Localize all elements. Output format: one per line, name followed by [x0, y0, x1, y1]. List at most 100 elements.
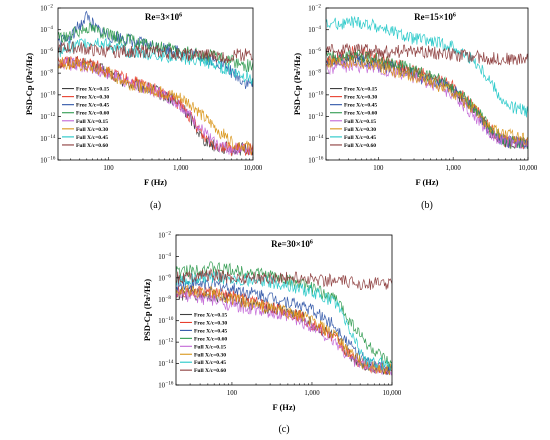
- y-tick-label: 10: [40, 71, 47, 78]
- series-group: [326, 15, 528, 150]
- y-tick-exponent: −6: [316, 48, 322, 53]
- series-line-8: [176, 267, 392, 290]
- y-tick-exponent: −12: [48, 113, 56, 118]
- legend-label: Free X/c=0.60: [344, 111, 377, 117]
- legend-label: Free X/c=0.45: [344, 103, 377, 109]
- panel-label: (a): [150, 200, 161, 211]
- y-tick-label: 10: [40, 114, 47, 121]
- series-line-7: [58, 37, 253, 86]
- y-axis-label: PSD-Cp (Pa²/Hz): [24, 53, 34, 115]
- legend-label: Full X/c=0.30: [194, 352, 226, 358]
- panel-label: (b): [421, 200, 433, 211]
- legend-label: Free X/c=0.30: [344, 95, 377, 101]
- series-line-7: [326, 15, 528, 118]
- y-tick-label: 10: [40, 49, 47, 56]
- y-tick-exponent: −14: [166, 360, 174, 365]
- chart-title: Re=15×106: [414, 12, 456, 22]
- x-tick-label: 100: [227, 390, 238, 397]
- y-tick-exponent: −8: [316, 70, 322, 75]
- y-tick-label: 10: [308, 114, 315, 121]
- x-tick-label: 10,000: [244, 165, 263, 172]
- y-tick-label: 10: [158, 318, 165, 325]
- legend-label: Full X/c=0.45: [344, 135, 376, 141]
- x-tick-label: 1,000: [304, 390, 320, 397]
- y-tick-label: 10: [308, 136, 315, 143]
- y-tick-label: 10: [40, 92, 47, 99]
- y-tick-label: 10: [158, 340, 165, 347]
- y-tick-exponent: −16: [48, 157, 56, 162]
- legend-label: Full X/c=0.30: [344, 127, 376, 133]
- x-axis-label: F (Hz): [415, 177, 438, 187]
- x-tick-label: 100: [373, 165, 384, 172]
- y-tick-label: 10: [308, 6, 315, 13]
- y-tick-label: 10: [158, 383, 165, 390]
- legend-label: Full X/c=0.15: [194, 344, 226, 350]
- series-line-6: [58, 57, 253, 156]
- legend-label: Free X/c=0.45: [76, 103, 109, 109]
- legend-label: Free X/c=0.15: [76, 87, 109, 93]
- y-tick-exponent: −10: [166, 317, 174, 322]
- y-tick-label: 10: [40, 27, 47, 34]
- legend: Free X/c=0.15 Free X/c=0.30 Free X/c=0.45 F…: [330, 87, 377, 149]
- series-line-7: [176, 270, 392, 372]
- legend-label: Full X/c=0.60: [76, 143, 108, 149]
- legend-label: Full X/c=0.30: [76, 127, 108, 133]
- y-tick-exponent: −6: [166, 274, 172, 279]
- y-tick-exponent: −10: [316, 91, 324, 96]
- series-line-6: [326, 56, 528, 145]
- y-tick-exponent: −2: [316, 5, 322, 10]
- legend-label: Full X/c=0.60: [194, 368, 226, 374]
- x-axis-label: F (Hz): [144, 177, 167, 187]
- y-tick-label: 10: [158, 275, 165, 282]
- y-tick-exponent: −4: [166, 253, 172, 258]
- plot-frame: [325, 7, 529, 161]
- y-tick-exponent: −12: [316, 113, 324, 118]
- series-line-5: [326, 59, 528, 150]
- y-tick-label: 10: [158, 361, 165, 368]
- y-tick-exponent: −2: [48, 5, 54, 10]
- y-tick-exponent: −2: [166, 232, 172, 237]
- y-tick-exponent: −16: [166, 382, 174, 387]
- y-tick-exponent: −6: [48, 48, 54, 53]
- legend-label: Free X/c=0.15: [194, 313, 227, 319]
- y-tick-exponent: −8: [166, 296, 172, 301]
- panel-label: (c): [278, 424, 289, 435]
- series-line-2: [58, 56, 253, 157]
- y-tick-exponent: −4: [316, 26, 322, 31]
- y-tick-label: 10: [308, 158, 315, 165]
- series-line-8: [326, 43, 528, 66]
- legend-label: Full X/c=0.45: [194, 360, 226, 366]
- x-tick-label: 1,000: [173, 165, 189, 172]
- legend-label: Free X/c=0.60: [76, 111, 109, 117]
- x-tick-label: 10,000: [519, 165, 538, 172]
- chart-title: Re=3×106: [145, 12, 182, 22]
- y-tick-label: 10: [158, 297, 165, 304]
- legend-label: Full X/c=0.45: [76, 135, 108, 141]
- legend-label: Free X/c=0.30: [194, 320, 227, 326]
- plot-frame: [175, 234, 393, 386]
- y-tick-exponent: −14: [316, 135, 324, 140]
- x-axis-label: F (Hz): [272, 402, 295, 412]
- chart-title: Re=30×106: [271, 239, 313, 249]
- legend-label: Full X/c=0.15: [76, 119, 108, 125]
- y-tick-label: 10: [308, 92, 315, 99]
- y-axis-label: PSD-Cp (Pa²/Hz): [292, 53, 302, 115]
- legend-label: Free X/c=0.15: [344, 87, 377, 93]
- y-tick-exponent: −14: [48, 135, 56, 140]
- x-tick-label: 100: [103, 165, 114, 172]
- y-tick-label: 10: [40, 158, 47, 165]
- y-tick-label: 10: [308, 49, 315, 56]
- legend-label: Free X/c=0.45: [194, 328, 227, 334]
- series-line-8: [58, 40, 253, 63]
- series-group: [58, 10, 253, 157]
- y-tick-label: 10: [308, 27, 315, 34]
- y-axis-label: PSD-Cp (Pa²/Hz): [142, 279, 152, 341]
- y-tick-label: 10: [40, 136, 47, 143]
- y-tick-exponent: −4: [48, 26, 54, 31]
